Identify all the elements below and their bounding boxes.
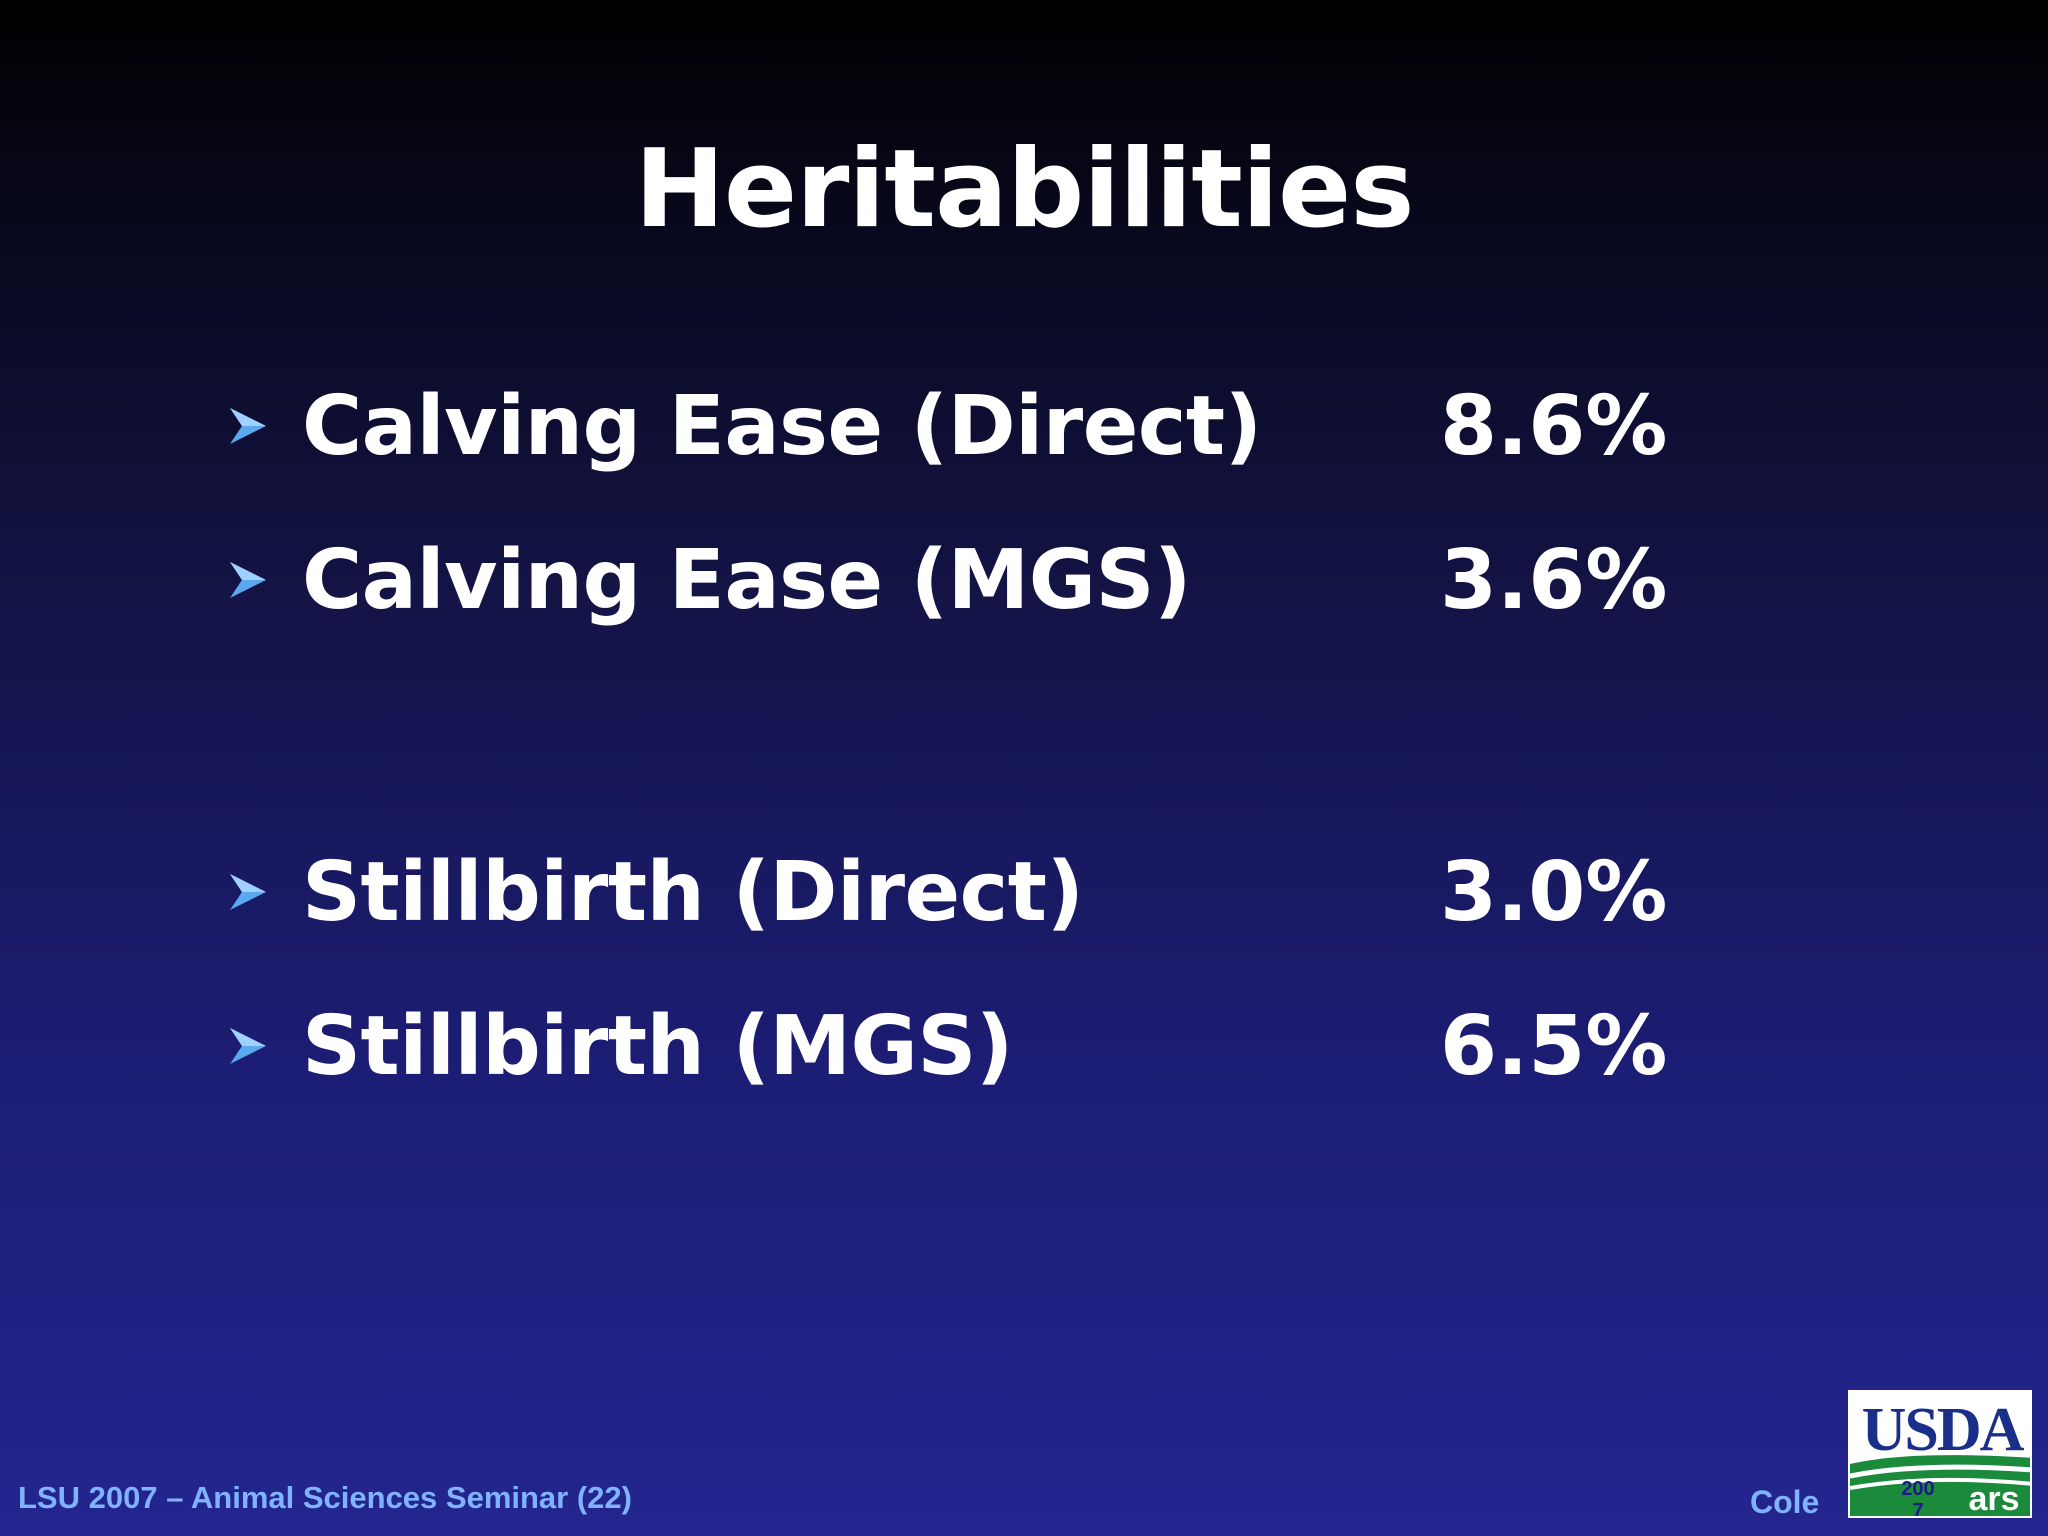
bullet-label: Calving Ease (MGS) [302,533,1192,628]
footer-seminar-label: LSU 2007 – Animal Sciences Seminar (22) [18,1480,632,1515]
bullet-item: Calving Ease (MGS) 3.6% [0,526,2048,636]
bullet-value: 6.5% [1440,999,1668,1094]
bullet-value: 8.6% [1440,379,1668,474]
footer-author: Cole [1750,1484,1820,1520]
bullet-value: 3.6% [1440,533,1668,628]
bullet-value: 3.0% [1440,845,1668,940]
slide-title: Heritabilities [634,127,1415,252]
arrowhead-bullet-icon [230,874,266,910]
arrowhead-bullet-icon [230,562,266,598]
bullet-item: Calving Ease (Direct) 8.6% [0,372,2048,482]
usda-logo: USDA ars 2007 [1848,1390,2032,1518]
bullet-item: Stillbirth (MGS) 6.5% [0,992,2048,1102]
usda-wordmark: USDA [1862,1396,2025,1464]
ars-wordmark: ars [1968,1480,2019,1518]
bullet-item: Stillbirth (Direct) 3.0% [0,838,2048,948]
bullet-label: Stillbirth (Direct) [302,845,1084,940]
bullet-label: Stillbirth (MGS) [302,999,1013,1094]
bullet-label: Calving Ease (Direct) [302,379,1262,474]
usda-logo-icon: USDA ars [1850,1392,2030,1518]
arrowhead-bullet-icon [230,408,266,444]
arrowhead-bullet-icon [230,1028,266,1064]
logo-year: 2007 [1901,1478,1935,1518]
